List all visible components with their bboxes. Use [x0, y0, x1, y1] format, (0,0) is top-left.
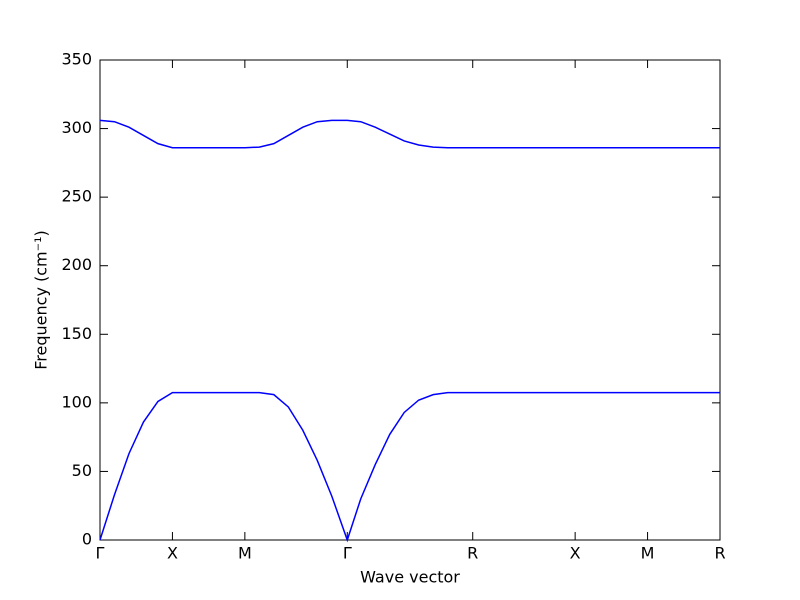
y-tick-label: 200 — [61, 255, 92, 274]
x-tick-label: R — [467, 544, 478, 563]
y-tick-label: 250 — [61, 187, 92, 206]
y-tick-label: 300 — [61, 118, 92, 137]
plot-frame — [99, 59, 721, 541]
band-line — [99, 391, 720, 543]
band-line — [99, 119, 720, 149]
x-tick-label: R — [714, 544, 725, 563]
x-tick-label: Γ — [343, 544, 352, 563]
y-tick-label: 350 — [61, 50, 92, 69]
y-tick-label: 150 — [61, 324, 92, 343]
y-tick-label: 50 — [72, 461, 92, 480]
x-tick-label: Γ — [96, 544, 105, 563]
x-tick-label: X — [570, 544, 581, 563]
x-axis-label: Wave vector — [360, 568, 460, 587]
x-tick-label: M — [641, 544, 655, 563]
x-tick-label: M — [238, 544, 252, 563]
y-tick-label: 0 — [82, 530, 92, 549]
x-tick-label: X — [167, 544, 178, 563]
y-axis-label: Frequency (cm⁻¹) — [32, 230, 51, 369]
y-tick-label: 100 — [61, 392, 92, 411]
